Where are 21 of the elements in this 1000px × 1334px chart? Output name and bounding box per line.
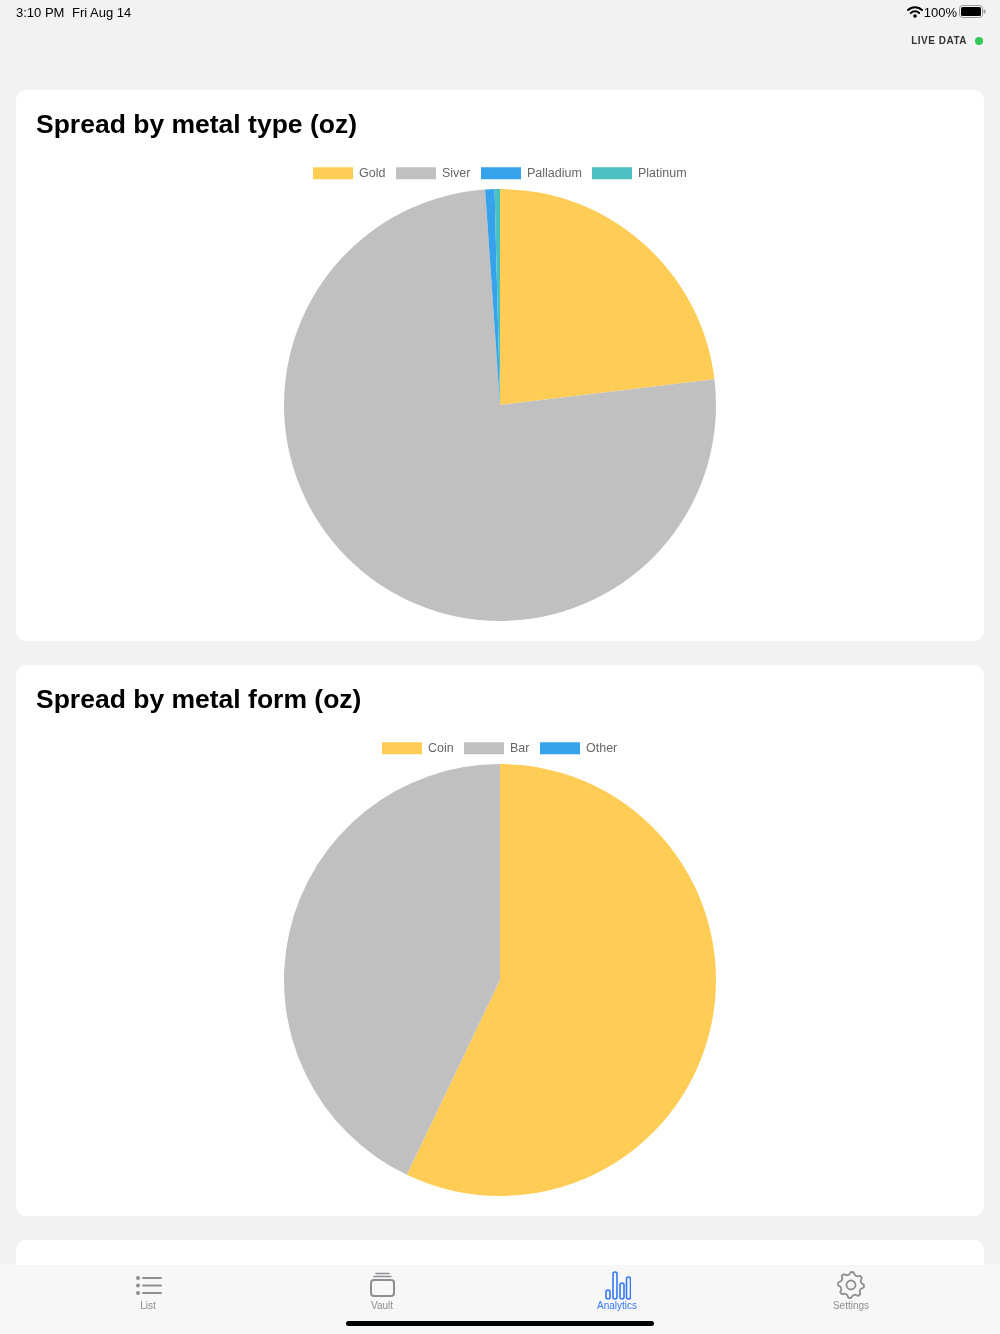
text: Vault — [370, 1300, 394, 1311]
chart-title: Spread by metal type (oz) — [36, 108, 358, 139]
legend-label: Siver — [442, 166, 471, 181]
text: 100% — [923, 5, 957, 20]
legend-label: Other — [586, 741, 618, 756]
pie-slice — [284, 764, 500, 1175]
pie-slice — [500, 189, 715, 405]
text: List — [140, 1300, 156, 1311]
legend-label: Palladium — [527, 166, 582, 181]
legend-label: Gold — [359, 166, 386, 181]
text: LIVE DATA — [911, 35, 967, 46]
text: 3:10 PM — [16, 5, 65, 20]
legend-label: Platinum — [638, 166, 687, 181]
legend-label: Coin — [428, 741, 454, 756]
pie-slice — [284, 189, 716, 621]
text: Analytics — [596, 1300, 638, 1311]
pie-slice — [406, 764, 716, 1196]
text: Fri Aug 14 — [72, 5, 132, 20]
legend-label: Bar — [510, 741, 530, 756]
chart-title: Spread by metal form (oz) — [36, 683, 362, 714]
text: Settings — [832, 1300, 870, 1311]
